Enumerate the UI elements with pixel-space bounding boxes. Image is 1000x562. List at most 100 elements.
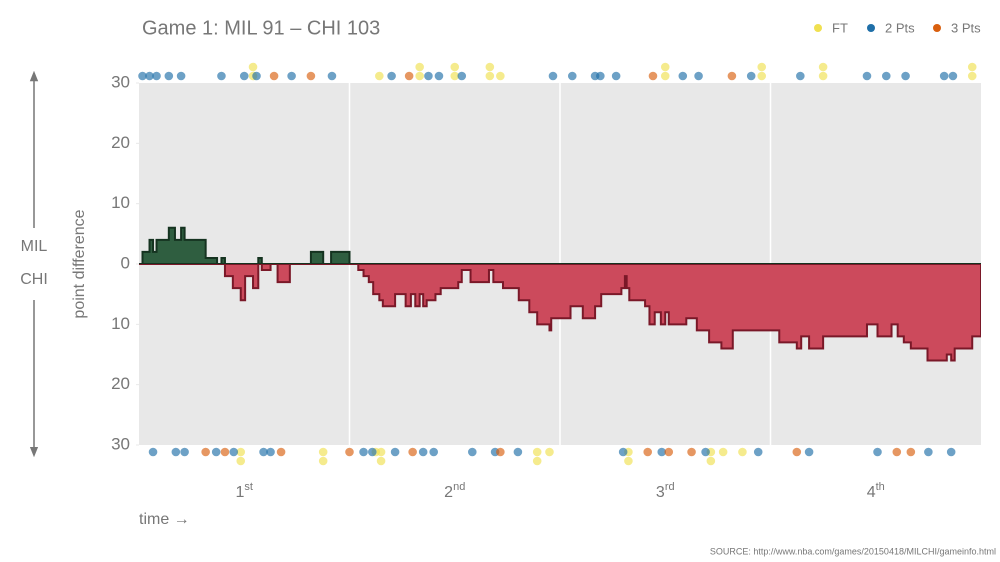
- score-dot: [757, 71, 767, 81]
- score-dot: [415, 62, 424, 72]
- x-axis-label: time →: [139, 511, 190, 528]
- y-axis-label: point difference: [71, 209, 88, 318]
- score-dot: [792, 447, 802, 457]
- score-dot: [496, 71, 505, 81]
- score-dot: [450, 62, 460, 72]
- score-dot: [513, 447, 523, 457]
- legend-marker: [814, 24, 822, 32]
- score-dot: [657, 447, 667, 457]
- score-dot: [532, 447, 542, 457]
- score-dot: [248, 62, 258, 72]
- quarter-number: 1: [236, 484, 245, 501]
- score-dot: [548, 71, 558, 81]
- y-tick-label: 0: [121, 253, 130, 272]
- score-dot: [485, 62, 495, 72]
- quarter-suffix: st: [244, 481, 253, 493]
- score-dot: [892, 447, 902, 457]
- score-dot: [201, 447, 210, 457]
- score-dot: [376, 456, 386, 466]
- y-tick-label: 20: [111, 374, 130, 393]
- lead-area-positive: [139, 226, 981, 264]
- score-dot: [217, 71, 226, 81]
- score-dot: [796, 71, 805, 81]
- score-dot: [706, 456, 716, 466]
- source: SOURCE: http://www.nba.com/games/2015041…: [710, 546, 996, 556]
- score-dot: [457, 71, 467, 81]
- score-dot: [327, 71, 337, 81]
- score-dot: [138, 71, 147, 81]
- score-dot: [967, 62, 977, 72]
- score-dot: [906, 447, 916, 457]
- score-dot: [664, 447, 674, 457]
- score-dot: [375, 71, 384, 81]
- bottom-team-label: CHI: [20, 271, 48, 288]
- score-dot: [948, 71, 958, 81]
- quarter-label: 4th: [867, 481, 885, 501]
- score-dot: [532, 456, 542, 466]
- score-dot: [345, 447, 354, 457]
- legend-marker: [933, 24, 941, 32]
- score-dot: [818, 62, 828, 72]
- score-dot: [306, 71, 316, 81]
- score-dot: [804, 447, 814, 457]
- legend-label: FT: [832, 20, 848, 35]
- score-dot: [924, 447, 933, 457]
- score-dot: [746, 71, 756, 81]
- score-dot: [152, 71, 161, 81]
- score-dot: [276, 447, 286, 457]
- score-dot: [387, 71, 396, 81]
- score-dot: [236, 447, 246, 457]
- score-dot: [694, 71, 703, 81]
- y-tick-label: 20: [111, 133, 130, 152]
- score-dot: [496, 447, 505, 457]
- score-dot: [757, 62, 767, 72]
- lead-area-negative: [139, 264, 981, 362]
- score-dot: [946, 447, 956, 457]
- score-dot: [368, 447, 377, 457]
- score-dot: [269, 71, 279, 81]
- y-tick-label: 10: [111, 314, 130, 333]
- score-dot: [901, 71, 910, 81]
- score-dot: [259, 447, 268, 457]
- quarter-suffix: nd: [453, 481, 465, 493]
- score-dot: [545, 447, 554, 457]
- score-dot: [678, 71, 688, 81]
- score-dot: [873, 447, 882, 457]
- score-dot: [967, 71, 977, 81]
- y-tick-label: 10: [111, 193, 130, 212]
- legend-label: 3 Pts: [951, 20, 981, 35]
- score-dot: [220, 447, 230, 457]
- score-dot: [727, 71, 737, 81]
- quarter-number: 3: [656, 484, 665, 501]
- score-dot: [164, 71, 174, 81]
- score-dot: [318, 456, 328, 466]
- quarter-label: 2nd: [444, 481, 465, 501]
- score-dot: [753, 447, 763, 457]
- quarter-label: 1st: [236, 481, 253, 501]
- score-dot: [404, 71, 414, 81]
- score-dot: [881, 71, 891, 81]
- score-dot: [567, 71, 577, 81]
- top-team-label: MIL: [21, 238, 48, 255]
- score-dot: [171, 447, 181, 457]
- score-dot: [818, 71, 828, 81]
- score-dot: [266, 447, 275, 457]
- score-dot: [418, 447, 428, 457]
- chart-title: Game 1: MIL 91 – CHI 103: [142, 17, 380, 39]
- quarter-suffix: rd: [665, 481, 675, 493]
- quarter-number: 2: [444, 484, 453, 501]
- score-dot: [611, 71, 621, 81]
- score-dot: [239, 71, 249, 81]
- score-dot: [434, 71, 444, 81]
- quarter-suffix: th: [876, 481, 885, 493]
- score-dot: [318, 447, 328, 457]
- score-dot: [718, 447, 728, 457]
- score-dot: [252, 71, 261, 81]
- score-dot: [145, 71, 154, 81]
- score-dot: [424, 71, 433, 81]
- score-dot: [687, 447, 696, 457]
- legend-marker: [867, 24, 875, 32]
- score-dot: [467, 447, 477, 457]
- quarter-label: 3rd: [656, 481, 675, 501]
